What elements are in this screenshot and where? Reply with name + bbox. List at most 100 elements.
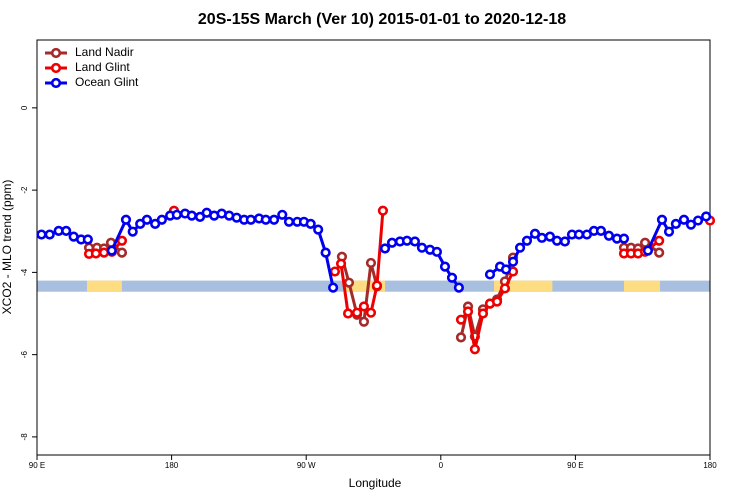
land-band bbox=[86, 280, 122, 292]
series-point bbox=[320, 247, 331, 258]
series-point bbox=[639, 237, 651, 248]
series-point bbox=[377, 205, 389, 216]
series-point bbox=[365, 307, 377, 318]
series-point bbox=[328, 282, 339, 293]
series-point bbox=[156, 214, 167, 225]
series-point bbox=[462, 306, 474, 317]
series-point bbox=[186, 210, 197, 221]
series-point bbox=[499, 283, 511, 294]
series-point bbox=[514, 242, 526, 253]
series-point bbox=[365, 257, 377, 269]
series-point bbox=[268, 214, 280, 225]
series-point bbox=[455, 314, 467, 325]
series-point bbox=[484, 269, 496, 280]
series-point bbox=[455, 332, 467, 343]
series-point bbox=[692, 215, 704, 226]
series-point bbox=[507, 256, 519, 267]
legend-label: Ocean Glint bbox=[75, 75, 139, 89]
series-point bbox=[544, 231, 556, 242]
x-axis-label: Longitude bbox=[349, 476, 402, 490]
series-point bbox=[439, 261, 451, 272]
series-point bbox=[171, 209, 182, 220]
series-point bbox=[98, 247, 110, 258]
series-point bbox=[491, 296, 503, 307]
series-point bbox=[453, 282, 464, 293]
series-point bbox=[335, 258, 347, 269]
series-point bbox=[351, 307, 363, 318]
x-tick-label: 90 W bbox=[297, 461, 316, 470]
legend-label: Land Nadir bbox=[75, 45, 134, 59]
series-point bbox=[416, 242, 428, 253]
series-point bbox=[127, 226, 138, 237]
y-tick-label: -6 bbox=[20, 351, 29, 359]
series-point bbox=[106, 245, 117, 256]
series-point bbox=[654, 235, 665, 246]
series-point bbox=[283, 216, 295, 227]
series-point bbox=[559, 236, 571, 247]
series-point bbox=[116, 247, 128, 258]
series-point bbox=[379, 243, 391, 254]
series-point bbox=[141, 214, 153, 225]
series-point bbox=[313, 224, 324, 235]
series-point bbox=[573, 229, 585, 240]
series-point bbox=[536, 232, 547, 243]
land-band bbox=[342, 280, 386, 292]
series-point bbox=[305, 218, 316, 229]
series-point bbox=[500, 264, 512, 275]
y-tick-label: -8 bbox=[20, 433, 29, 441]
series-point bbox=[61, 225, 72, 236]
y-tick-label: -4 bbox=[20, 268, 29, 276]
series-point bbox=[358, 316, 370, 327]
series-point bbox=[120, 214, 132, 225]
x-tick-label: 180 bbox=[703, 461, 717, 470]
series-point bbox=[116, 235, 128, 246]
series-point bbox=[371, 280, 383, 291]
series-point bbox=[469, 344, 480, 355]
x-tick-label: 180 bbox=[165, 461, 179, 470]
series-point bbox=[431, 246, 443, 257]
legend-marker bbox=[50, 62, 62, 74]
series-point bbox=[277, 209, 288, 220]
series-point bbox=[343, 277, 355, 288]
series-point bbox=[386, 237, 398, 248]
series-point bbox=[618, 233, 630, 244]
series-point bbox=[446, 272, 458, 283]
y-tick-label: 0 bbox=[20, 105, 29, 110]
series-point bbox=[401, 235, 413, 246]
legend-marker bbox=[50, 47, 62, 59]
series-point bbox=[90, 248, 102, 259]
series-point bbox=[477, 308, 489, 319]
x-tick-label: 90 E bbox=[567, 461, 583, 470]
series-point bbox=[701, 211, 712, 222]
series-point bbox=[663, 226, 675, 237]
series-point bbox=[329, 266, 341, 277]
series-point bbox=[521, 235, 533, 246]
plot-frame bbox=[36, 39, 711, 456]
series-point bbox=[685, 219, 697, 230]
series-point bbox=[358, 301, 370, 312]
legend-marker bbox=[50, 77, 62, 89]
series-point bbox=[678, 214, 690, 225]
land-band bbox=[624, 280, 661, 292]
series-point bbox=[603, 230, 615, 241]
series-line bbox=[89, 211, 710, 350]
series-point bbox=[551, 235, 563, 246]
legend-label: Land Glint bbox=[75, 60, 130, 74]
x-tick-label: 90 E bbox=[29, 461, 45, 470]
y-tick-label: -2 bbox=[20, 186, 29, 194]
series-point bbox=[409, 236, 421, 247]
series-point bbox=[260, 214, 271, 225]
land-band bbox=[494, 280, 553, 292]
series-point bbox=[82, 234, 93, 245]
series-point bbox=[656, 214, 668, 225]
series-point bbox=[642, 245, 654, 256]
series-point bbox=[670, 218, 682, 229]
series-point bbox=[245, 214, 256, 225]
x-tick-label: 0 bbox=[439, 461, 444, 470]
chart-title: 20S-15S March (Ver 10) 2015-01-01 to 202… bbox=[198, 11, 566, 28]
y-axis-label: XCO2 - MLO trend (ppm) bbox=[0, 180, 14, 315]
series-point bbox=[36, 229, 47, 240]
series-point bbox=[529, 228, 541, 239]
series-point bbox=[654, 247, 665, 258]
